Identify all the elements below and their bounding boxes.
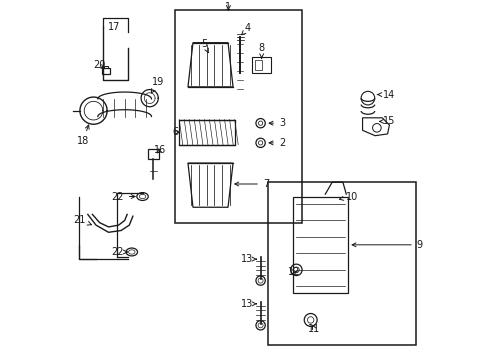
Text: 13: 13 — [241, 299, 256, 309]
Text: 9: 9 — [351, 240, 422, 250]
Bar — [147, 149, 158, 159]
Text: 22: 22 — [111, 192, 135, 202]
Text: 16: 16 — [154, 145, 166, 155]
Bar — [179, 120, 234, 145]
Text: 8: 8 — [258, 43, 264, 59]
Text: 13: 13 — [241, 254, 256, 264]
Text: 22: 22 — [111, 247, 127, 257]
Text: 17: 17 — [107, 22, 120, 32]
Text: 18: 18 — [77, 125, 89, 146]
Text: 4: 4 — [241, 23, 251, 35]
Text: 14: 14 — [377, 90, 395, 100]
Text: 1: 1 — [225, 2, 231, 12]
Text: 20: 20 — [93, 60, 105, 70]
Text: 3: 3 — [268, 118, 285, 128]
Text: 7: 7 — [234, 179, 268, 189]
Bar — [255, 60, 261, 70]
Bar — [174, 10, 301, 223]
Text: 10: 10 — [339, 192, 357, 202]
Bar — [267, 182, 415, 345]
Bar — [102, 68, 110, 74]
Text: 12: 12 — [287, 267, 300, 276]
Text: 15: 15 — [379, 116, 395, 126]
Text: 6: 6 — [172, 127, 179, 137]
Text: 2: 2 — [268, 138, 285, 148]
Bar — [292, 197, 347, 293]
Bar — [251, 57, 271, 73]
Text: 19: 19 — [151, 77, 163, 93]
Text: 11: 11 — [307, 324, 320, 334]
Text: 21: 21 — [73, 215, 91, 225]
Text: 5: 5 — [201, 40, 208, 53]
Bar — [104, 66, 108, 68]
